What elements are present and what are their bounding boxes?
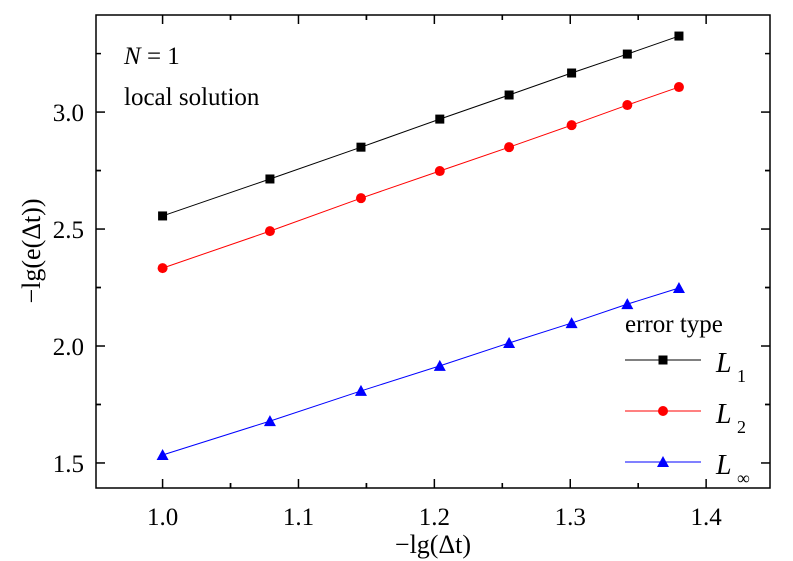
x-tick-label: 1.1 (283, 504, 314, 531)
triangle-marker (263, 415, 276, 427)
circle-marker (434, 166, 445, 177)
square-marker (265, 174, 275, 184)
triangle-marker (156, 449, 169, 461)
circle-marker (566, 120, 577, 131)
series-L2 (157, 82, 684, 274)
y-axis-label: −lg(e(Δt)) (17, 198, 46, 303)
series-L1 (158, 31, 684, 221)
square-marker (158, 211, 168, 221)
x-tick-label: 1.0 (147, 504, 178, 531)
y-tick-label: 1.5 (53, 451, 84, 478)
y-tick-label: 2.0 (53, 334, 84, 361)
y-tick-label: 2.5 (53, 217, 84, 244)
legend-label: L (715, 348, 732, 379)
circle-marker (264, 226, 275, 237)
triangle-marker (354, 384, 367, 396)
square-marker (622, 49, 632, 59)
x-axis-label: −lg(Δt) (395, 530, 471, 559)
triangle-marker (621, 298, 634, 310)
square-marker (658, 355, 668, 365)
legend-label-subscript: ∞ (737, 468, 750, 488)
legend-label-subscript: 2 (737, 417, 746, 437)
triangle-marker (672, 281, 685, 293)
square-marker (435, 114, 445, 124)
annotation-n: N = 1 (123, 43, 180, 70)
x-tick-label: 1.3 (555, 504, 586, 531)
x-tick-label: 1.4 (691, 504, 723, 531)
legend-item-L∞: L ∞ (625, 450, 750, 488)
circle-marker (355, 193, 366, 204)
square-marker (504, 90, 514, 100)
circle-marker (673, 82, 684, 93)
legend-label: L (715, 450, 732, 481)
triangle-marker (657, 456, 669, 467)
plot-frame (95, 14, 771, 489)
y-tick-label: 3.0 (53, 100, 84, 127)
series-L∞ (156, 281, 685, 461)
circle-marker (622, 100, 633, 111)
square-marker (674, 31, 684, 41)
x-tick-label: 1.2 (419, 504, 450, 531)
circle-marker (658, 406, 668, 416)
series-line (162, 35, 680, 217)
circle-marker (157, 263, 168, 274)
legend-label-subscript: 1 (737, 366, 746, 386)
triangle-marker (565, 317, 578, 329)
annotation-local-solution: local solution (124, 84, 260, 111)
square-marker (356, 142, 366, 152)
series-line (162, 287, 680, 456)
legend-label: L (715, 399, 732, 430)
triangle-marker (433, 359, 446, 371)
circle-marker (504, 142, 515, 153)
square-marker (567, 68, 577, 78)
series-line (162, 86, 680, 269)
legend-title: error type (625, 311, 723, 338)
triangle-marker (503, 336, 516, 348)
